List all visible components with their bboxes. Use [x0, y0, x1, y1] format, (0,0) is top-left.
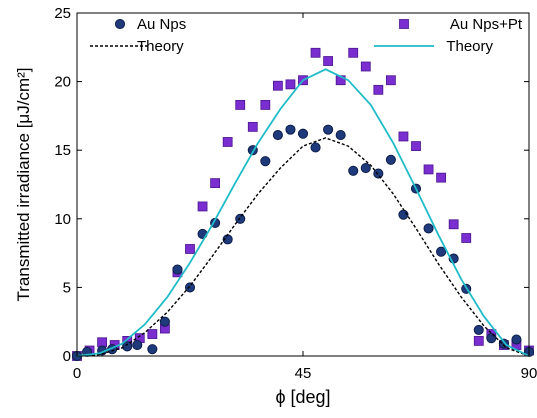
x-axis-title: ϕ [deg] [275, 387, 330, 407]
theory-line-solid [77, 69, 529, 356]
x-tick-label: 0 [73, 365, 81, 382]
legend-theory-dashed-label: Theory [137, 38, 184, 55]
y-tick-label: 5 [63, 279, 71, 296]
y-tick-label: 10 [54, 211, 71, 228]
au-nps-pt-point [437, 173, 446, 182]
legend-au-nps-symbol [115, 19, 124, 28]
au-nps-point [298, 129, 307, 138]
au-nps-pt-point [186, 244, 195, 253]
au-nps-pt-point [286, 80, 295, 89]
au-nps-point [133, 340, 142, 349]
au-nps-pt-point [386, 76, 395, 85]
au-nps-pt-point [261, 100, 270, 109]
plot-frame [77, 13, 529, 356]
au-nps-pt-point [324, 57, 333, 66]
legend: Au Nps Theory Au Nps+Pt Theory [90, 16, 523, 55]
y-tick-label: 25 [54, 5, 71, 22]
au-nps-pt-point [412, 142, 421, 151]
au-nps-pt-point [449, 220, 458, 229]
au-nps-point [160, 317, 169, 326]
au-nps-pt-point [273, 81, 282, 90]
au-nps-pt-point [248, 122, 257, 131]
y-tick-label: 20 [54, 74, 71, 91]
au-nps-point [336, 131, 345, 140]
au-nps-point [374, 169, 383, 178]
au-nps-pt-point [374, 85, 383, 94]
au-nps-point [361, 163, 370, 172]
au-nps-point [424, 224, 433, 233]
au-nps-pt-point [399, 132, 408, 141]
y-tick-label: 15 [54, 142, 71, 159]
au-nps-pt-point [236, 100, 245, 109]
au-nps-point [273, 131, 282, 140]
au-nps-point [261, 157, 270, 166]
legend-au-nps-pt-label: Au Nps+Pt [450, 16, 523, 33]
au-nps-point [173, 265, 182, 274]
au-nps-pt-point [211, 179, 220, 188]
au-nps-pt-point [148, 330, 157, 339]
y-axis-title: Transmitted irradiance [μJ/cm²] [14, 68, 33, 302]
legend-au-nps-label: Au Nps [137, 16, 186, 33]
au-nps-pt-point [223, 137, 232, 146]
au-nps-point [286, 125, 295, 134]
au-nps-pt-point [424, 165, 433, 174]
au-nps-point [512, 335, 521, 344]
au-nps-pt-point [462, 234, 471, 243]
x-tick-label: 90 [521, 365, 537, 382]
au-nps-pt-point [98, 338, 107, 347]
series-layer [72, 48, 533, 360]
au-nps-pt-point [361, 62, 370, 71]
au-nps-pt-point [474, 336, 483, 345]
au-nps-point [437, 247, 446, 256]
au-nps-point [311, 143, 320, 152]
legend-theory-solid-label: Theory [446, 38, 493, 55]
au-nps-pt-point [198, 202, 207, 211]
au-nps-point [386, 155, 395, 164]
au-nps-point [487, 334, 496, 343]
au-nps-point [148, 345, 157, 354]
legend-au-nps-pt-symbol [400, 20, 409, 29]
au-nps-pt-point [349, 48, 358, 57]
au-nps-point [474, 325, 483, 334]
au-nps-point [349, 166, 358, 175]
y-tick-label: 0 [63, 348, 71, 365]
au-nps-pt-point [311, 48, 320, 57]
au-nps-point [324, 125, 333, 134]
x-tick-label: 45 [295, 365, 312, 382]
